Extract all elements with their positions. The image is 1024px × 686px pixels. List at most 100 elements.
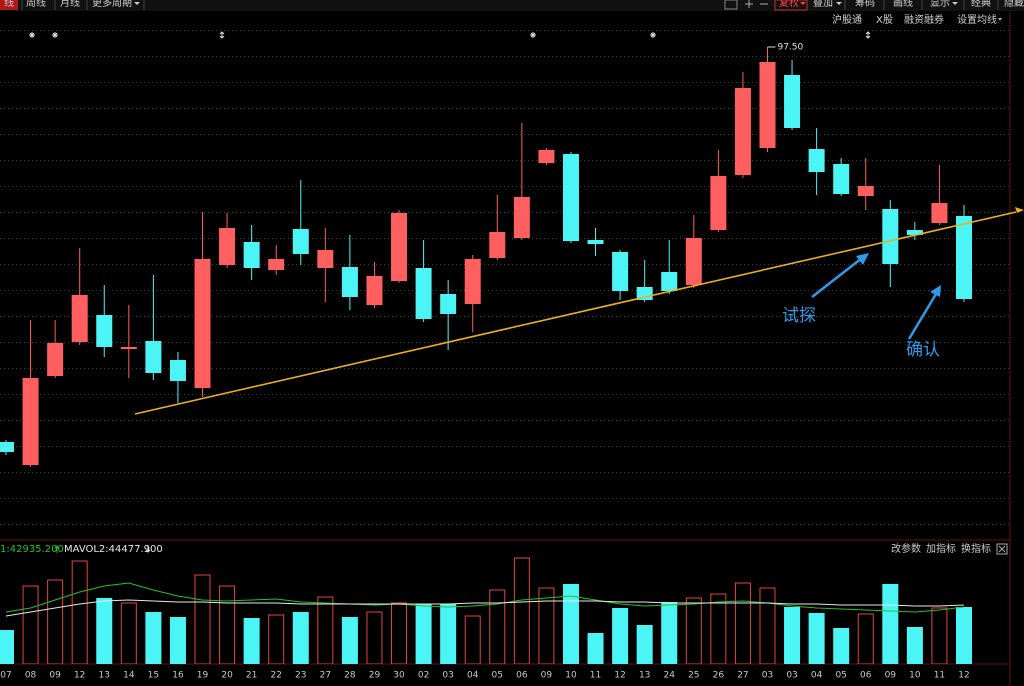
volume-bar xyxy=(489,589,506,664)
x-tick-label: 20 xyxy=(221,671,233,681)
candle-body xyxy=(317,250,334,268)
volume-bar xyxy=(513,557,530,664)
tab[interactable]: 线 xyxy=(4,0,14,9)
x-tick-label: 13 xyxy=(639,671,650,681)
tool-button[interactable]: 画线 xyxy=(893,0,913,9)
tool-button[interactable]: 复权 xyxy=(779,0,799,9)
x-tick-label: 13 xyxy=(99,671,110,681)
candle-body xyxy=(194,259,211,388)
annotation-arrow-head xyxy=(930,285,941,297)
volume-bar xyxy=(759,587,776,664)
volume-bar xyxy=(317,596,334,664)
trend-arrow xyxy=(1015,207,1024,213)
annotation-arrow-head xyxy=(856,253,869,265)
candle-body xyxy=(145,341,162,373)
volume-bar xyxy=(71,560,88,664)
volume-bar xyxy=(415,604,432,664)
x-tick-label: 22 xyxy=(270,671,281,681)
tool-button[interactable]: 改参数 xyxy=(891,542,921,555)
close-button[interactable] xyxy=(996,543,1008,555)
tool-button[interactable]: 加指标 xyxy=(926,542,956,555)
candle-body xyxy=(0,442,14,452)
volume-bar xyxy=(194,574,211,664)
candle-body xyxy=(734,88,751,175)
tool-button[interactable]: 显示 xyxy=(930,0,950,9)
candle-body xyxy=(415,268,432,319)
sub-button[interactable]: 沪股通 xyxy=(832,13,862,26)
volume-bar xyxy=(0,630,14,664)
annotation: 确认 xyxy=(906,340,940,360)
volume-bar xyxy=(661,602,678,664)
tool-button[interactable]: 隐藏 xyxy=(1004,0,1024,9)
tool-button[interactable]: 叠加 xyxy=(813,0,833,9)
tab[interactable]: 月线 xyxy=(60,0,80,9)
candle-body xyxy=(931,203,948,223)
dropdown-icon xyxy=(800,2,806,5)
sub-button[interactable]: 融资融券 xyxy=(904,13,944,26)
sub-button[interactable]: 设置均线 xyxy=(957,13,997,26)
candle-body xyxy=(538,150,555,163)
x-tick-label: 27 xyxy=(737,671,748,681)
candle-body xyxy=(612,252,629,291)
x-tick-label: 10 xyxy=(909,671,921,681)
volume-bar xyxy=(857,613,874,664)
x-tick-label: 09 xyxy=(541,671,553,681)
x-tick-label: 26 xyxy=(713,671,725,681)
x-tick-label: 30 xyxy=(393,671,405,681)
x-tick-label: 27 xyxy=(320,671,331,681)
candle-body xyxy=(685,238,702,285)
volume-bar xyxy=(784,607,801,664)
candle-body xyxy=(391,213,408,281)
volume-bar xyxy=(464,615,481,664)
x-tick-label: 08 xyxy=(25,671,37,681)
candle-body xyxy=(169,360,186,381)
toolbar-bg xyxy=(0,0,1024,11)
volume-bar xyxy=(145,612,162,664)
candle-body xyxy=(489,232,506,258)
candle-body xyxy=(882,209,899,264)
volume-bar xyxy=(169,617,186,664)
volume-bar xyxy=(219,585,236,664)
x-tick-label: 24 xyxy=(664,671,676,681)
x-tick-label: 23 xyxy=(295,671,306,681)
tool-button[interactable]: 换指标 xyxy=(961,542,991,555)
x-tick-label: 06 xyxy=(516,671,528,681)
x-tick-label: 09 xyxy=(885,671,897,681)
volume-bar xyxy=(882,584,899,664)
x-tick-label: 02 xyxy=(418,671,429,681)
info-marker xyxy=(52,32,58,38)
x-tick-label: 04 xyxy=(467,671,479,681)
candle-body xyxy=(759,62,776,148)
x-tick-label: 12 xyxy=(958,671,969,681)
candle-body xyxy=(47,343,64,376)
icon-button[interactable] xyxy=(724,0,738,10)
x-tick-label: 16 xyxy=(172,671,184,681)
volume-bar xyxy=(906,627,923,664)
tool-button[interactable]: 经典 xyxy=(971,0,991,9)
volume-bar xyxy=(47,579,64,664)
tab[interactable]: 更多周期 xyxy=(92,0,132,9)
x-tick-label: 03 xyxy=(762,671,773,681)
icon-button[interactable] xyxy=(745,0,753,8)
candle-body xyxy=(71,295,88,342)
candle-body xyxy=(341,267,358,297)
volume-bar xyxy=(734,582,751,664)
candle-body xyxy=(833,164,850,194)
tab[interactable]: 周线 xyxy=(26,0,46,9)
sub-button[interactable]: X股 xyxy=(876,14,893,26)
candle-body xyxy=(906,230,923,235)
volume-bar xyxy=(292,612,309,664)
x-tick-label: 05 xyxy=(835,671,846,681)
x-tick-label: 03 xyxy=(786,671,797,681)
candle-body xyxy=(366,276,383,305)
legend-entry: MAVOL2:44477.900 xyxy=(64,544,163,555)
annotation: 试探 xyxy=(782,306,816,326)
candle-body xyxy=(562,154,579,241)
candle-body xyxy=(661,272,678,291)
tool-button[interactable]: 筹码 xyxy=(855,0,875,9)
x-tick-label: 06 xyxy=(860,671,872,681)
x-tick-label: 11 xyxy=(590,671,601,681)
x-tick-label: 29 xyxy=(369,671,381,681)
dropdown-icon xyxy=(134,2,140,5)
x-tick-label: 11 xyxy=(934,671,945,681)
